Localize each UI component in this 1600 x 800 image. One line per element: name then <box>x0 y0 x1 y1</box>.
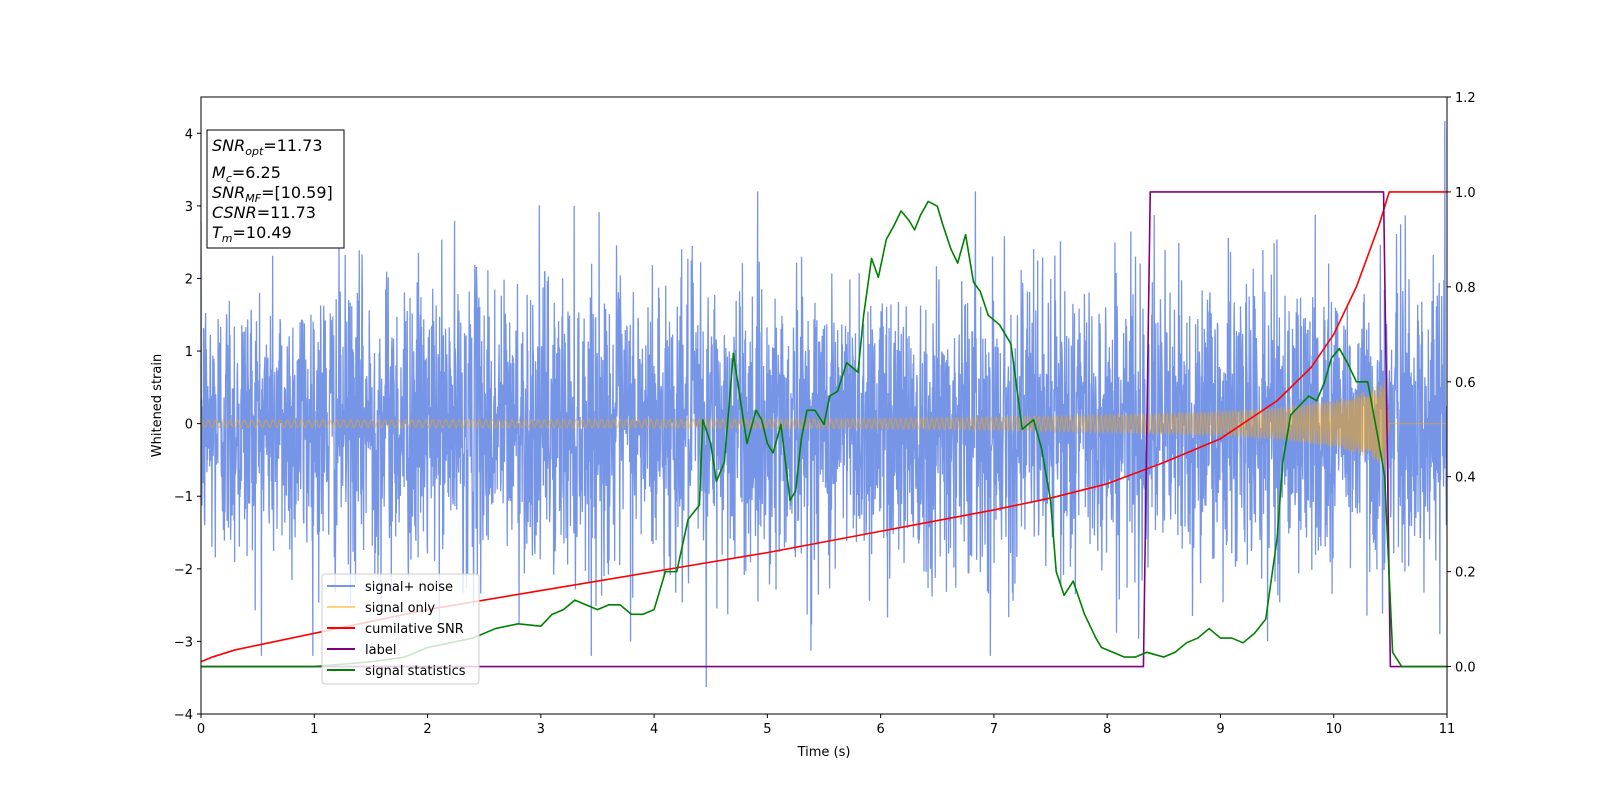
info-line: SNRopt=11.73 <box>212 136 323 158</box>
y-right-tick-label: 1.0 <box>1455 186 1476 201</box>
x-tick-label: 7 <box>990 722 998 737</box>
legend-frame <box>321 573 480 685</box>
x-tick-label: 3 <box>537 722 545 737</box>
y-right-tick-label: 0.4 <box>1455 471 1476 486</box>
y-axis-label: Whitened strain <box>150 354 165 457</box>
x-tick-label: 9 <box>1216 722 1224 737</box>
x-tick-label: 1 <box>310 722 318 737</box>
x-tick-label: 8 <box>1103 722 1111 737</box>
info-line: Tm=10.49 <box>212 223 292 245</box>
series-label <box>201 191 1447 668</box>
y-left-tick-label: 2 <box>185 272 193 287</box>
y-left-tick-label: 3 <box>185 200 193 215</box>
x-tick-label: 11 <box>1439 722 1456 737</box>
y-left-tick-label: 1 <box>185 345 193 360</box>
series-signal-noise <box>201 120 1447 688</box>
info-line: Mc=6.25 <box>212 163 281 185</box>
y-left-tick-label: −4 <box>174 708 193 723</box>
series-layer <box>201 120 1447 688</box>
y-left-tick-label: −1 <box>174 490 193 505</box>
legend-entry-label: signal only <box>365 601 435 616</box>
legend-entry-label: cumilative SNR <box>365 622 464 637</box>
plot-frame <box>200 96 1448 715</box>
info-line: SNRMF=[10.59] <box>212 183 333 205</box>
y-right-tick-label: 0.2 <box>1455 566 1476 581</box>
info-box-frame <box>206 129 345 249</box>
info-line: CSNR=11.73 <box>212 203 316 222</box>
x-tick-label: 5 <box>763 722 771 737</box>
series-cumulative-snr <box>201 191 1447 663</box>
y-right-tick-label: 1.2 <box>1455 91 1476 106</box>
legend-entry-label: signal statistics <box>365 664 466 679</box>
y-left-tick-label: 0 <box>185 418 193 433</box>
y-left-tick-label: −3 <box>174 635 193 650</box>
y-left-tick-label: −2 <box>174 563 193 578</box>
x-tick-label: 10 <box>1325 722 1342 737</box>
legend-entry-label: label <box>365 643 396 658</box>
y-right-tick-label: 0.8 <box>1455 281 1476 296</box>
x-tick-label: 4 <box>650 722 658 737</box>
x-tick-label: 6 <box>876 722 884 737</box>
y-right-tick-label: 0.0 <box>1455 661 1476 676</box>
x-tick-label: 0 <box>197 722 205 737</box>
axes: 0 1 2 3 4 5 6 7 8 9 10 11 −4 −3 −2 −1 0 1 2 3 4 0.0 0.2 0.4 0.6 0… <box>174 91 1476 737</box>
series-signal-statistics <box>201 200 1447 668</box>
legend-entry-label: signal+ noise <box>365 580 453 595</box>
y-left-tick-label: 4 <box>185 127 193 142</box>
y-right-tick-label: 0.6 <box>1455 376 1476 391</box>
x-tick-label: 2 <box>423 722 431 737</box>
legend: signal+ noise signal only cumilative SNR la… <box>321 573 480 685</box>
info-box: SNRopt=11.73 Mc=6.25SNRMF=[10.59]CSNR=11.… <box>206 129 345 249</box>
x-axis-label: Time (s) <box>797 745 851 760</box>
